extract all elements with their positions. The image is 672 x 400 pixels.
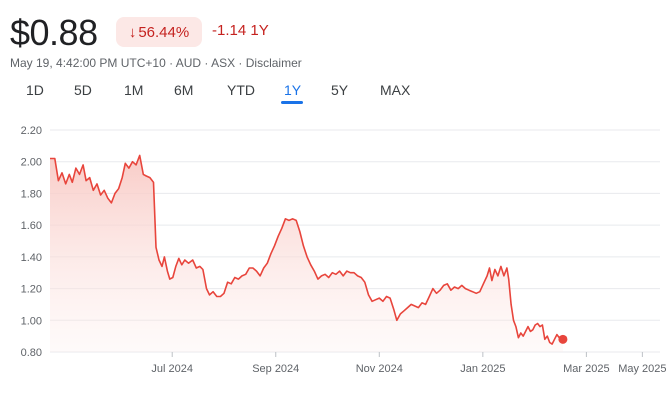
tab-1y[interactable]: 1Y [284, 82, 302, 98]
tab-max[interactable]: MAX [380, 82, 411, 98]
tab-ytd[interactable]: YTD [227, 82, 255, 98]
y-tick-label: 2.20 [21, 125, 42, 137]
x-axis: Jul 2024 Sep 2024 Nov 2024 Jan 2025 Mar 2025… [151, 352, 667, 375]
price-line [50, 154, 564, 345]
change-absolute: -1.14 1Y [212, 22, 269, 39]
x-tick-label: Sep 2024 [252, 363, 299, 375]
y-tick-label: 0.80 [21, 347, 42, 359]
range-tabs: 1D 5D 1M 6M YTD 1Y 5Y MAX [0, 82, 672, 106]
x-tick-label: Nov 2024 [356, 363, 403, 375]
x-tick-label: Jul 2024 [151, 363, 193, 375]
y-tick-label: 1.60 [21, 220, 42, 232]
y-tick-label: 1.80 [21, 188, 42, 200]
y-tick-label: 1.20 [21, 284, 42, 296]
arrow-down-icon: ↓ [128, 23, 137, 41]
last-price-marker [558, 334, 568, 344]
change-badge: ↓ 56.44% [116, 17, 202, 47]
tab-1d[interactable]: 1D [26, 82, 44, 98]
price: $0.88 [10, 12, 98, 53]
y-tick-label: 2.00 [21, 157, 42, 169]
tab-5y[interactable]: 5Y [331, 82, 349, 98]
price-area [50, 155, 563, 352]
active-tab-indicator [281, 101, 303, 104]
tab-5d[interactable]: 5D [74, 82, 92, 98]
y-tick-label: 1.00 [21, 315, 42, 327]
tab-6m[interactable]: 6M [174, 82, 194, 98]
tab-1m[interactable]: 1M [124, 82, 144, 98]
quote-meta: May 19, 4:42:00 PM UTC+10 · AUD · ASX · … [10, 56, 302, 70]
y-tick-label: 1.40 [21, 252, 42, 264]
x-tick-label: Jan 2025 [460, 363, 505, 375]
x-tick-label: May 2025 [618, 363, 666, 375]
change-percent: 56.44% [138, 23, 190, 41]
y-axis: 2.20 2.00 1.80 1.60 1.40 1.20 1.00 0.80 [21, 125, 42, 359]
x-tick-label: Mar 2025 [563, 363, 609, 375]
